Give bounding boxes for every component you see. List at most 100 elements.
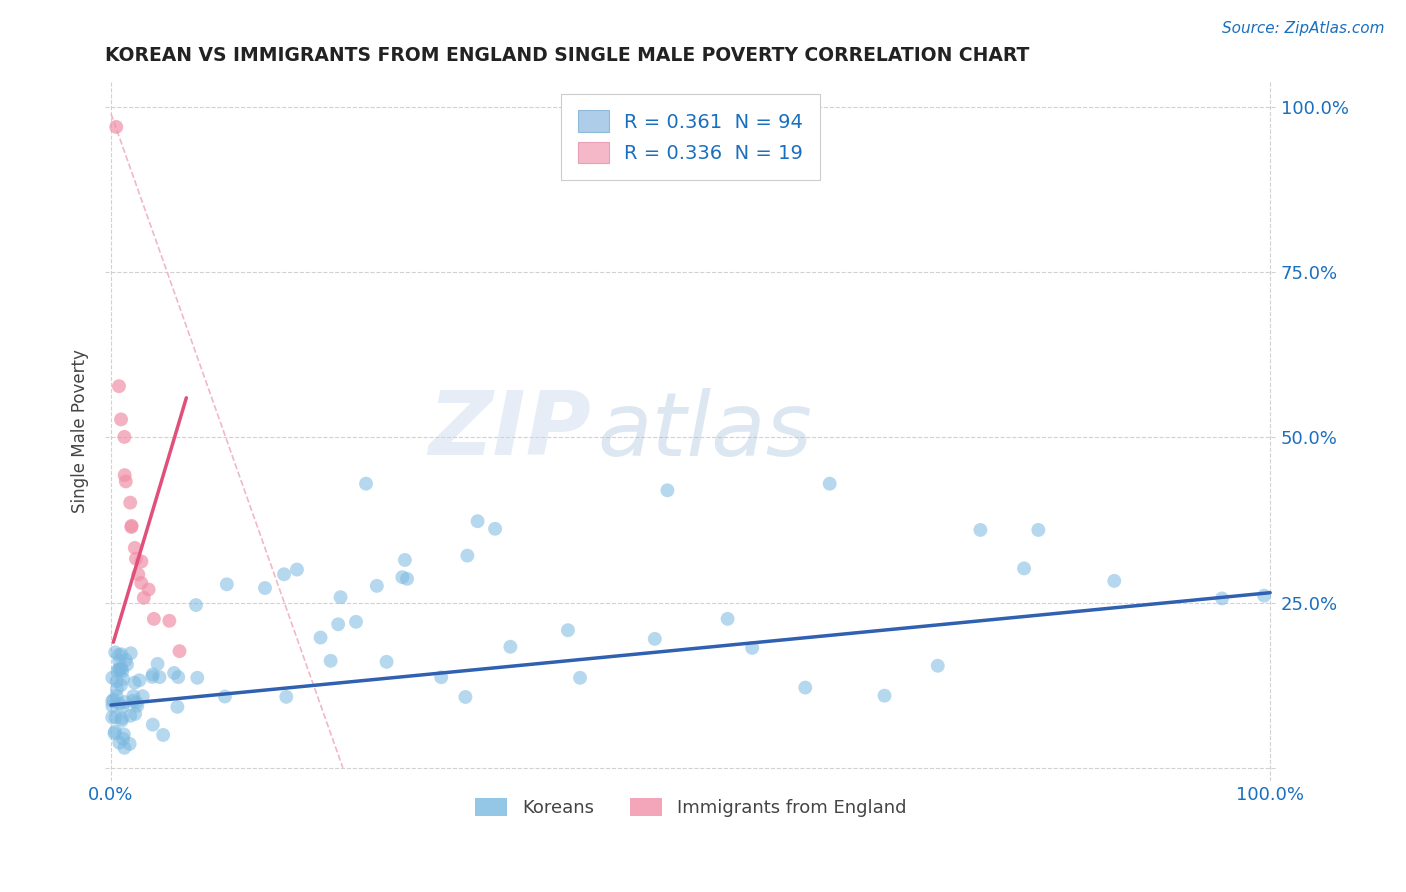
Point [105,120,128,134]
Point [108,654,131,668]
Point [111,714,134,728]
Point [120,708,142,723]
Y-axis label: Single Male Poverty: Single Male Poverty [72,349,89,513]
Point [125,551,148,566]
Point [114,468,136,483]
Point [110,678,132,692]
Point [186,671,208,685]
Point [101,694,124,708]
Point [124,541,146,555]
Point [253,581,276,595]
Point [1104,574,1126,588]
Point [124,706,146,721]
Point [120,646,142,660]
Point [101,699,124,714]
Point [111,664,134,678]
Point [391,570,413,584]
Point [111,699,134,714]
Point [108,697,131,711]
Point [152,728,174,742]
Point [273,567,295,582]
Point [319,654,342,668]
Point [114,475,136,489]
Point [131,689,153,703]
Point [394,553,416,567]
Point [142,667,165,681]
Point [131,554,153,568]
Point [354,476,377,491]
Point [276,690,298,704]
Point [105,682,128,697]
Point [1253,589,1275,603]
Point [873,689,896,703]
Point [120,495,142,509]
Point [454,690,477,704]
Point [142,612,165,626]
Point [103,726,125,740]
Point [112,731,135,746]
Point [121,519,143,533]
Point [1028,523,1050,537]
Point [110,662,132,676]
Point [794,681,817,695]
Point [430,670,453,684]
Point [108,736,131,750]
Point [328,617,350,632]
Point [110,412,132,426]
Point [741,640,763,655]
Point [122,689,145,703]
Point [167,670,190,684]
Point [148,670,170,684]
Point [112,430,135,444]
Point [112,672,135,686]
Point [569,671,592,685]
Point [375,655,398,669]
Point [717,612,740,626]
Point [927,658,949,673]
Point [111,711,134,725]
Point [142,717,165,731]
Point [105,689,128,703]
Point [166,699,188,714]
Point [146,657,169,671]
Point [127,698,149,713]
Point [309,631,332,645]
Text: atlas: atlas [598,388,811,474]
Text: ZIP: ZIP [429,387,591,475]
Point [103,693,125,707]
Point [329,590,352,604]
Point [114,695,136,709]
Point [214,690,236,704]
Point [110,662,132,676]
Point [114,740,136,755]
Point [657,483,679,498]
Point [138,582,160,597]
Point [128,673,150,688]
Point [557,624,579,638]
Point [129,575,152,590]
Point [215,577,238,591]
Point [101,710,124,724]
Point [132,591,155,605]
Point [366,579,388,593]
Point [456,549,478,563]
Point [125,695,148,709]
Point [157,614,180,628]
Point [107,664,129,678]
Text: Source: ZipAtlas.com: Source: ZipAtlas.com [1222,21,1385,36]
Point [124,675,146,690]
Point [1012,561,1035,575]
Point [115,657,138,672]
Point [163,665,186,680]
Legend: Koreans, Immigrants from England: Koreans, Immigrants from England [468,790,914,824]
Point [101,671,124,685]
Point [644,632,666,646]
Point [344,615,367,629]
Point [122,694,145,708]
Point [396,572,419,586]
Point [107,648,129,662]
Text: KOREAN VS IMMIGRANTS FROM ENGLAND SINGLE MALE POVERTY CORRELATION CHART: KOREAN VS IMMIGRANTS FROM ENGLAND SINGLE… [105,46,1029,65]
Point [112,727,135,741]
Point [818,476,841,491]
Point [184,598,207,612]
